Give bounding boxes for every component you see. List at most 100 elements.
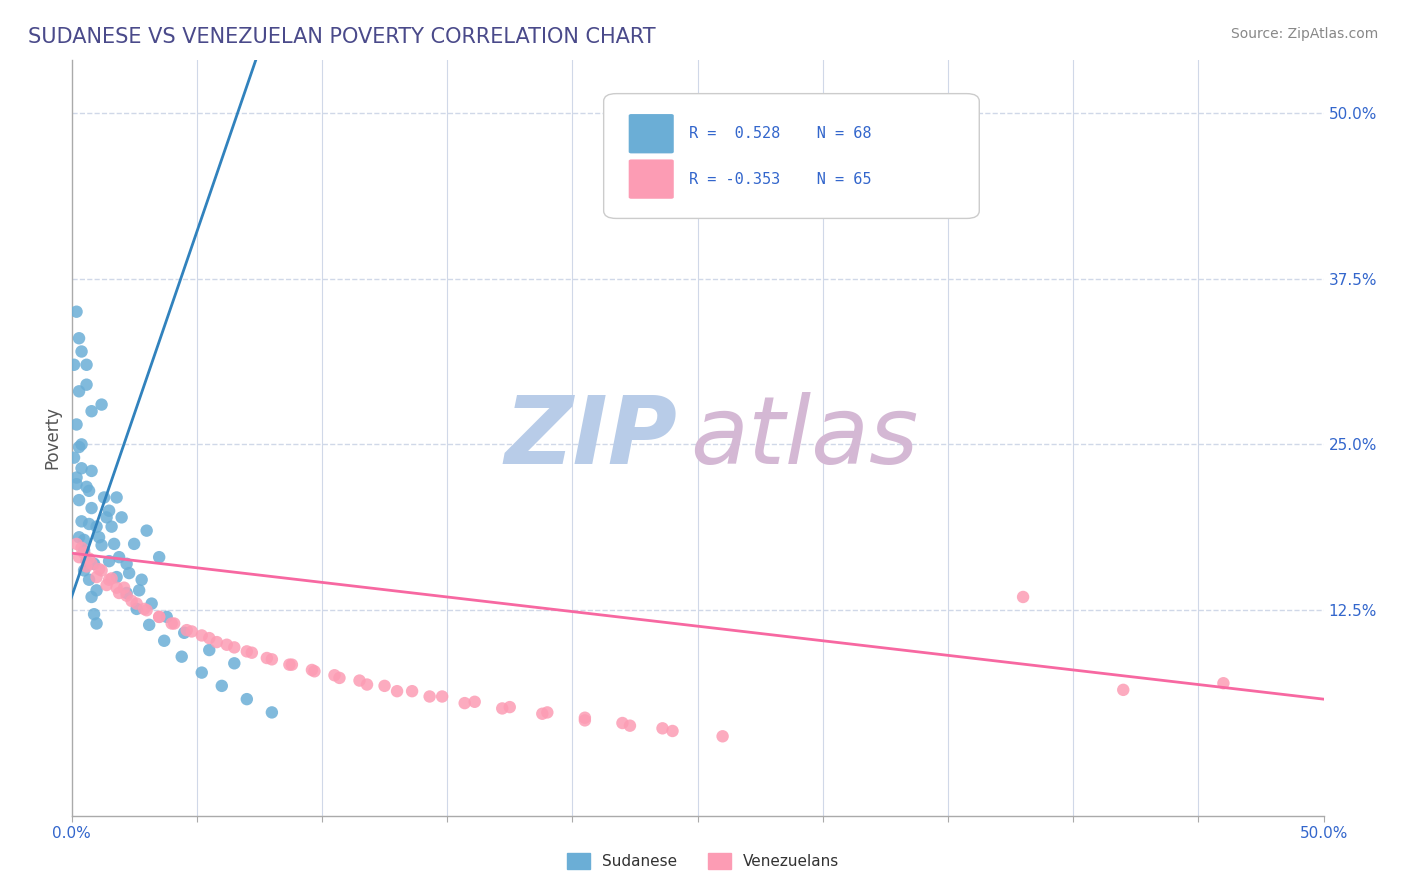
Point [574,714,596,728]
Point [80,501,103,516]
Point [236,692,259,706]
Point [419,690,441,704]
Point [65,477,87,491]
FancyBboxPatch shape [628,160,673,199]
Point [65,537,87,551]
Point [464,695,486,709]
Text: R = -0.353    N = 65: R = -0.353 N = 65 [689,171,872,186]
Point [176,623,198,637]
Point [148,610,170,624]
Point [170,649,193,664]
Point [63,358,86,372]
Point [110,510,132,524]
Point [160,616,183,631]
Point [73,543,96,558]
Point [131,573,153,587]
Point [153,633,176,648]
Point [491,701,513,715]
Text: Source: ZipAtlas.com: Source: ZipAtlas.com [1230,27,1378,41]
Point [103,537,125,551]
Point [156,610,179,624]
Point [198,631,221,645]
Point [80,404,103,418]
Point [118,566,141,580]
Point [67,550,90,565]
Point [73,533,96,547]
FancyBboxPatch shape [603,94,979,219]
Point [190,665,212,680]
Point [70,461,93,475]
Point [531,706,554,721]
Point [205,635,228,649]
Point [190,628,212,642]
Point [65,470,87,484]
Point [86,519,108,533]
Point [87,530,110,544]
Point [278,657,301,672]
Point [125,597,148,611]
Text: ZIP: ZIP [505,392,678,483]
Point [65,417,87,432]
Point [224,640,246,655]
Point [73,546,96,560]
Point [148,610,170,624]
Point [76,377,98,392]
Point [711,729,734,743]
Point [96,510,118,524]
Point [90,538,112,552]
Point [536,706,558,720]
Point [619,719,641,733]
Point [499,700,522,714]
Point [115,586,138,600]
Point [115,589,138,603]
Point [65,304,87,318]
Point [453,696,475,710]
Point [96,578,118,592]
Point [105,491,128,505]
Point [98,554,121,568]
Point [122,537,145,551]
Point [651,722,673,736]
Point [211,679,233,693]
Point [77,516,100,531]
Point [80,464,103,478]
Point [141,597,163,611]
Point [148,550,170,565]
Point [76,358,98,372]
Point [105,581,128,595]
Legend: Sudanese, Venezuelans: Sudanese, Venezuelans [561,847,845,875]
Point [73,564,96,578]
Point [240,646,263,660]
Point [173,625,195,640]
Point [328,671,350,685]
Point [215,638,238,652]
Point [86,616,108,631]
Point [163,616,186,631]
Text: atlas: atlas [690,392,918,483]
Point [93,491,115,505]
Point [256,651,278,665]
Point [80,557,103,571]
Point [612,716,634,731]
Point [108,550,131,565]
Point [70,541,93,555]
Point [70,514,93,528]
Point [128,583,150,598]
Text: R =  0.528    N = 68: R = 0.528 N = 68 [689,126,872,141]
Point [105,570,128,584]
Point [1012,590,1035,604]
Point [90,398,112,412]
Point [77,573,100,587]
Point [224,657,246,671]
Point [70,437,93,451]
Point [260,652,283,666]
Point [135,603,157,617]
Point [80,590,103,604]
Point [77,483,100,498]
Point [236,644,259,658]
Point [356,677,378,691]
Y-axis label: Poverty: Poverty [44,406,60,469]
Point [108,586,131,600]
Point [86,570,108,584]
Point [100,571,122,585]
